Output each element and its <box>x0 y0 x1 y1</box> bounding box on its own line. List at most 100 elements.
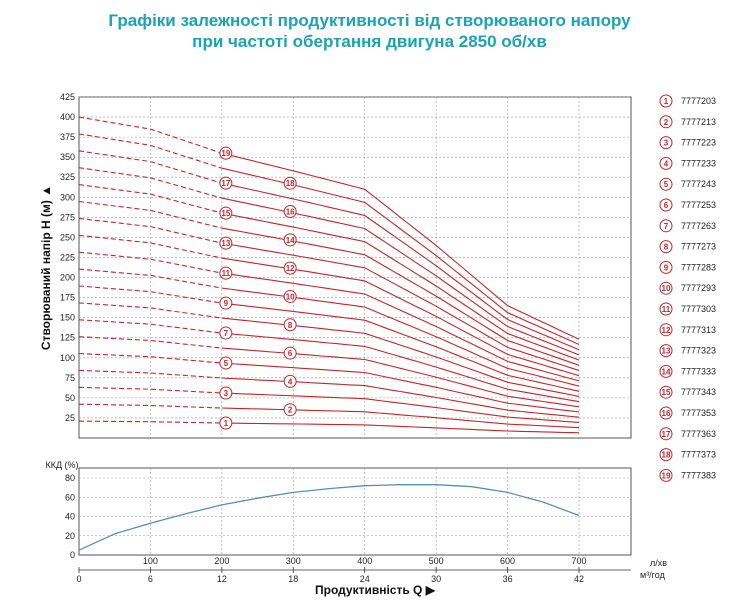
y-tick-label: 325 <box>60 172 75 182</box>
y-tick-label: 175 <box>60 293 75 303</box>
head-curve-8 <box>221 317 580 397</box>
x-tick-label-m3h: 0 <box>76 574 81 584</box>
legend-marker-number: 3 <box>664 139 669 148</box>
curve-marker-3 <box>219 386 233 400</box>
legend-marker-2 <box>659 115 673 129</box>
x-unit-m3h: м³/год <box>640 570 666 580</box>
legend-entry: 7777263 <box>681 221 716 231</box>
curve-marker-label: 15 <box>221 209 230 218</box>
curve-marker-5 <box>219 356 233 370</box>
eff-y-tick-label: 80 <box>65 473 75 483</box>
head-curve-17 <box>221 182 580 351</box>
curve-marker-label: 5 <box>224 359 229 368</box>
legend-marker-7 <box>659 219 673 233</box>
legend-marker-5 <box>659 177 673 191</box>
head-curve-12 <box>221 257 580 377</box>
curve-marker-label: 14 <box>286 236 295 245</box>
legend-marker-number: 5 <box>664 180 669 189</box>
head-curve-18 <box>221 167 580 346</box>
head-curve-dashed-18 <box>78 133 223 169</box>
head-plot-frame <box>78 96 632 439</box>
head-curve-5 <box>221 362 580 413</box>
y-tick-label: 300 <box>60 192 75 202</box>
legend-marker-number: 14 <box>662 367 671 376</box>
legend-marker-3 <box>659 136 673 150</box>
y-tick-label: 250 <box>60 232 75 242</box>
curve-marker-label: 10 <box>286 292 295 301</box>
head-curve-11 <box>221 272 580 382</box>
x-tick-label-lpm: 600 <box>500 556 515 566</box>
curve-marker-15 <box>219 206 233 220</box>
legend-marker-number: 8 <box>664 243 669 252</box>
y-tick-label: 425 <box>60 92 75 102</box>
head-curve-6 <box>221 347 580 408</box>
curve-marker-10 <box>283 289 297 303</box>
curve-marker-label: 16 <box>286 208 295 217</box>
legend-entry: 7777323 <box>681 346 716 356</box>
legend-marker-8 <box>659 240 673 254</box>
head-curve-dashed-17 <box>78 150 223 184</box>
curve-marker-7 <box>219 326 233 340</box>
x-tick-label-lpm: 500 <box>429 556 444 566</box>
head-curve-7 <box>221 332 580 403</box>
x-unit-lpm: л/хв <box>650 558 667 568</box>
eff-y-tick-label: 60 <box>65 492 75 502</box>
y-tick-label: 100 <box>60 353 75 363</box>
y-tick-label: 75 <box>65 373 75 383</box>
legend-entry: 7777243 <box>681 179 716 189</box>
legend-entry: 7777273 <box>681 242 716 252</box>
curve-marker-12 <box>283 261 297 275</box>
legend-entry: 7777353 <box>681 408 716 418</box>
y-tick-label: 350 <box>60 152 75 162</box>
legend-entry: 7777333 <box>681 366 716 376</box>
head-curve-14 <box>221 227 580 366</box>
chart-title-line1: Графіки залежності продуктивності від ст… <box>108 11 631 30</box>
x-tick-label-m3h: 24 <box>360 574 370 584</box>
legend-marker-number: 1 <box>664 97 669 106</box>
curve-marker-label: 2 <box>288 406 293 415</box>
legend-marker-10 <box>659 281 673 295</box>
legend-marker-number: 6 <box>664 201 669 210</box>
head-curve-dashed-11 <box>78 251 223 274</box>
head-curve-dashed-10 <box>78 268 222 289</box>
y-tick-label: 150 <box>60 313 75 323</box>
x-tick-label-m3h: 30 <box>431 574 441 584</box>
efficiency-plot-frame <box>78 467 632 556</box>
head-curve-9 <box>221 302 580 392</box>
head-curve-16 <box>221 197 580 356</box>
legend-marker-number: 19 <box>662 471 671 480</box>
x-axis-label: Продуктивність Q ▶ <box>315 583 436 597</box>
legend-marker-15 <box>659 385 673 399</box>
eff-y-tick-label: 20 <box>65 531 75 541</box>
curve-marker-label: 13 <box>221 239 230 248</box>
legend-marker-number: 15 <box>662 388 671 397</box>
eff-y-axis-label: ККД (%) <box>45 460 78 470</box>
x-tick-label-m3h: 36 <box>503 574 513 584</box>
legend-marker-17 <box>659 427 673 441</box>
head-curve-2 <box>221 407 580 429</box>
x-tick-label-lpm: 200 <box>214 556 229 566</box>
eff-y-tick-label: 40 <box>65 512 75 522</box>
y-tick-label: 125 <box>60 333 75 343</box>
chart-title-line2: при частоті обертання двигуна 2850 об/хв <box>192 32 547 51</box>
legend-marker-number: 16 <box>662 409 671 418</box>
legend-marker-13 <box>659 344 673 358</box>
legend-marker-number: 4 <box>664 159 669 168</box>
legend-marker-number: 17 <box>662 430 671 439</box>
head-curve-dashed-15 <box>78 184 223 214</box>
legend-marker-4 <box>659 156 673 170</box>
curve-marker-11 <box>219 266 233 280</box>
curve-marker-label: 1 <box>224 419 229 428</box>
legend-marker-9 <box>659 260 673 274</box>
x-tick-label-lpm: 400 <box>357 556 372 566</box>
legend-entry: 7777203 <box>681 96 716 106</box>
x-tick-label-m3h: 18 <box>288 574 298 584</box>
legend-entry: 7777313 <box>681 325 716 335</box>
curve-marker-label: 7 <box>224 329 229 338</box>
legend-marker-1 <box>659 94 673 108</box>
curve-marker-label: 3 <box>224 389 229 398</box>
curve-marker-label: 17 <box>221 179 230 188</box>
head-curve-dashed-14 <box>78 200 223 229</box>
curve-marker-2 <box>283 403 297 417</box>
